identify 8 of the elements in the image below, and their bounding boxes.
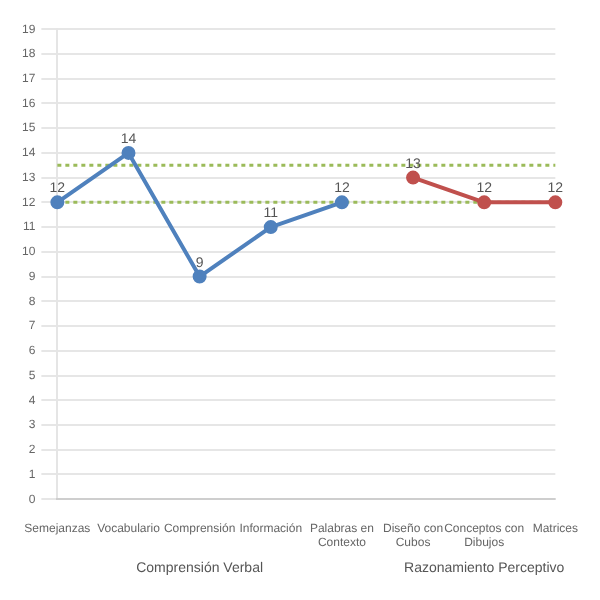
point [121, 145, 136, 160]
point [548, 195, 563, 210]
point [477, 195, 492, 210]
point [50, 195, 65, 210]
point [263, 220, 278, 235]
point [406, 170, 421, 185]
point [334, 195, 349, 210]
point [192, 269, 207, 284]
